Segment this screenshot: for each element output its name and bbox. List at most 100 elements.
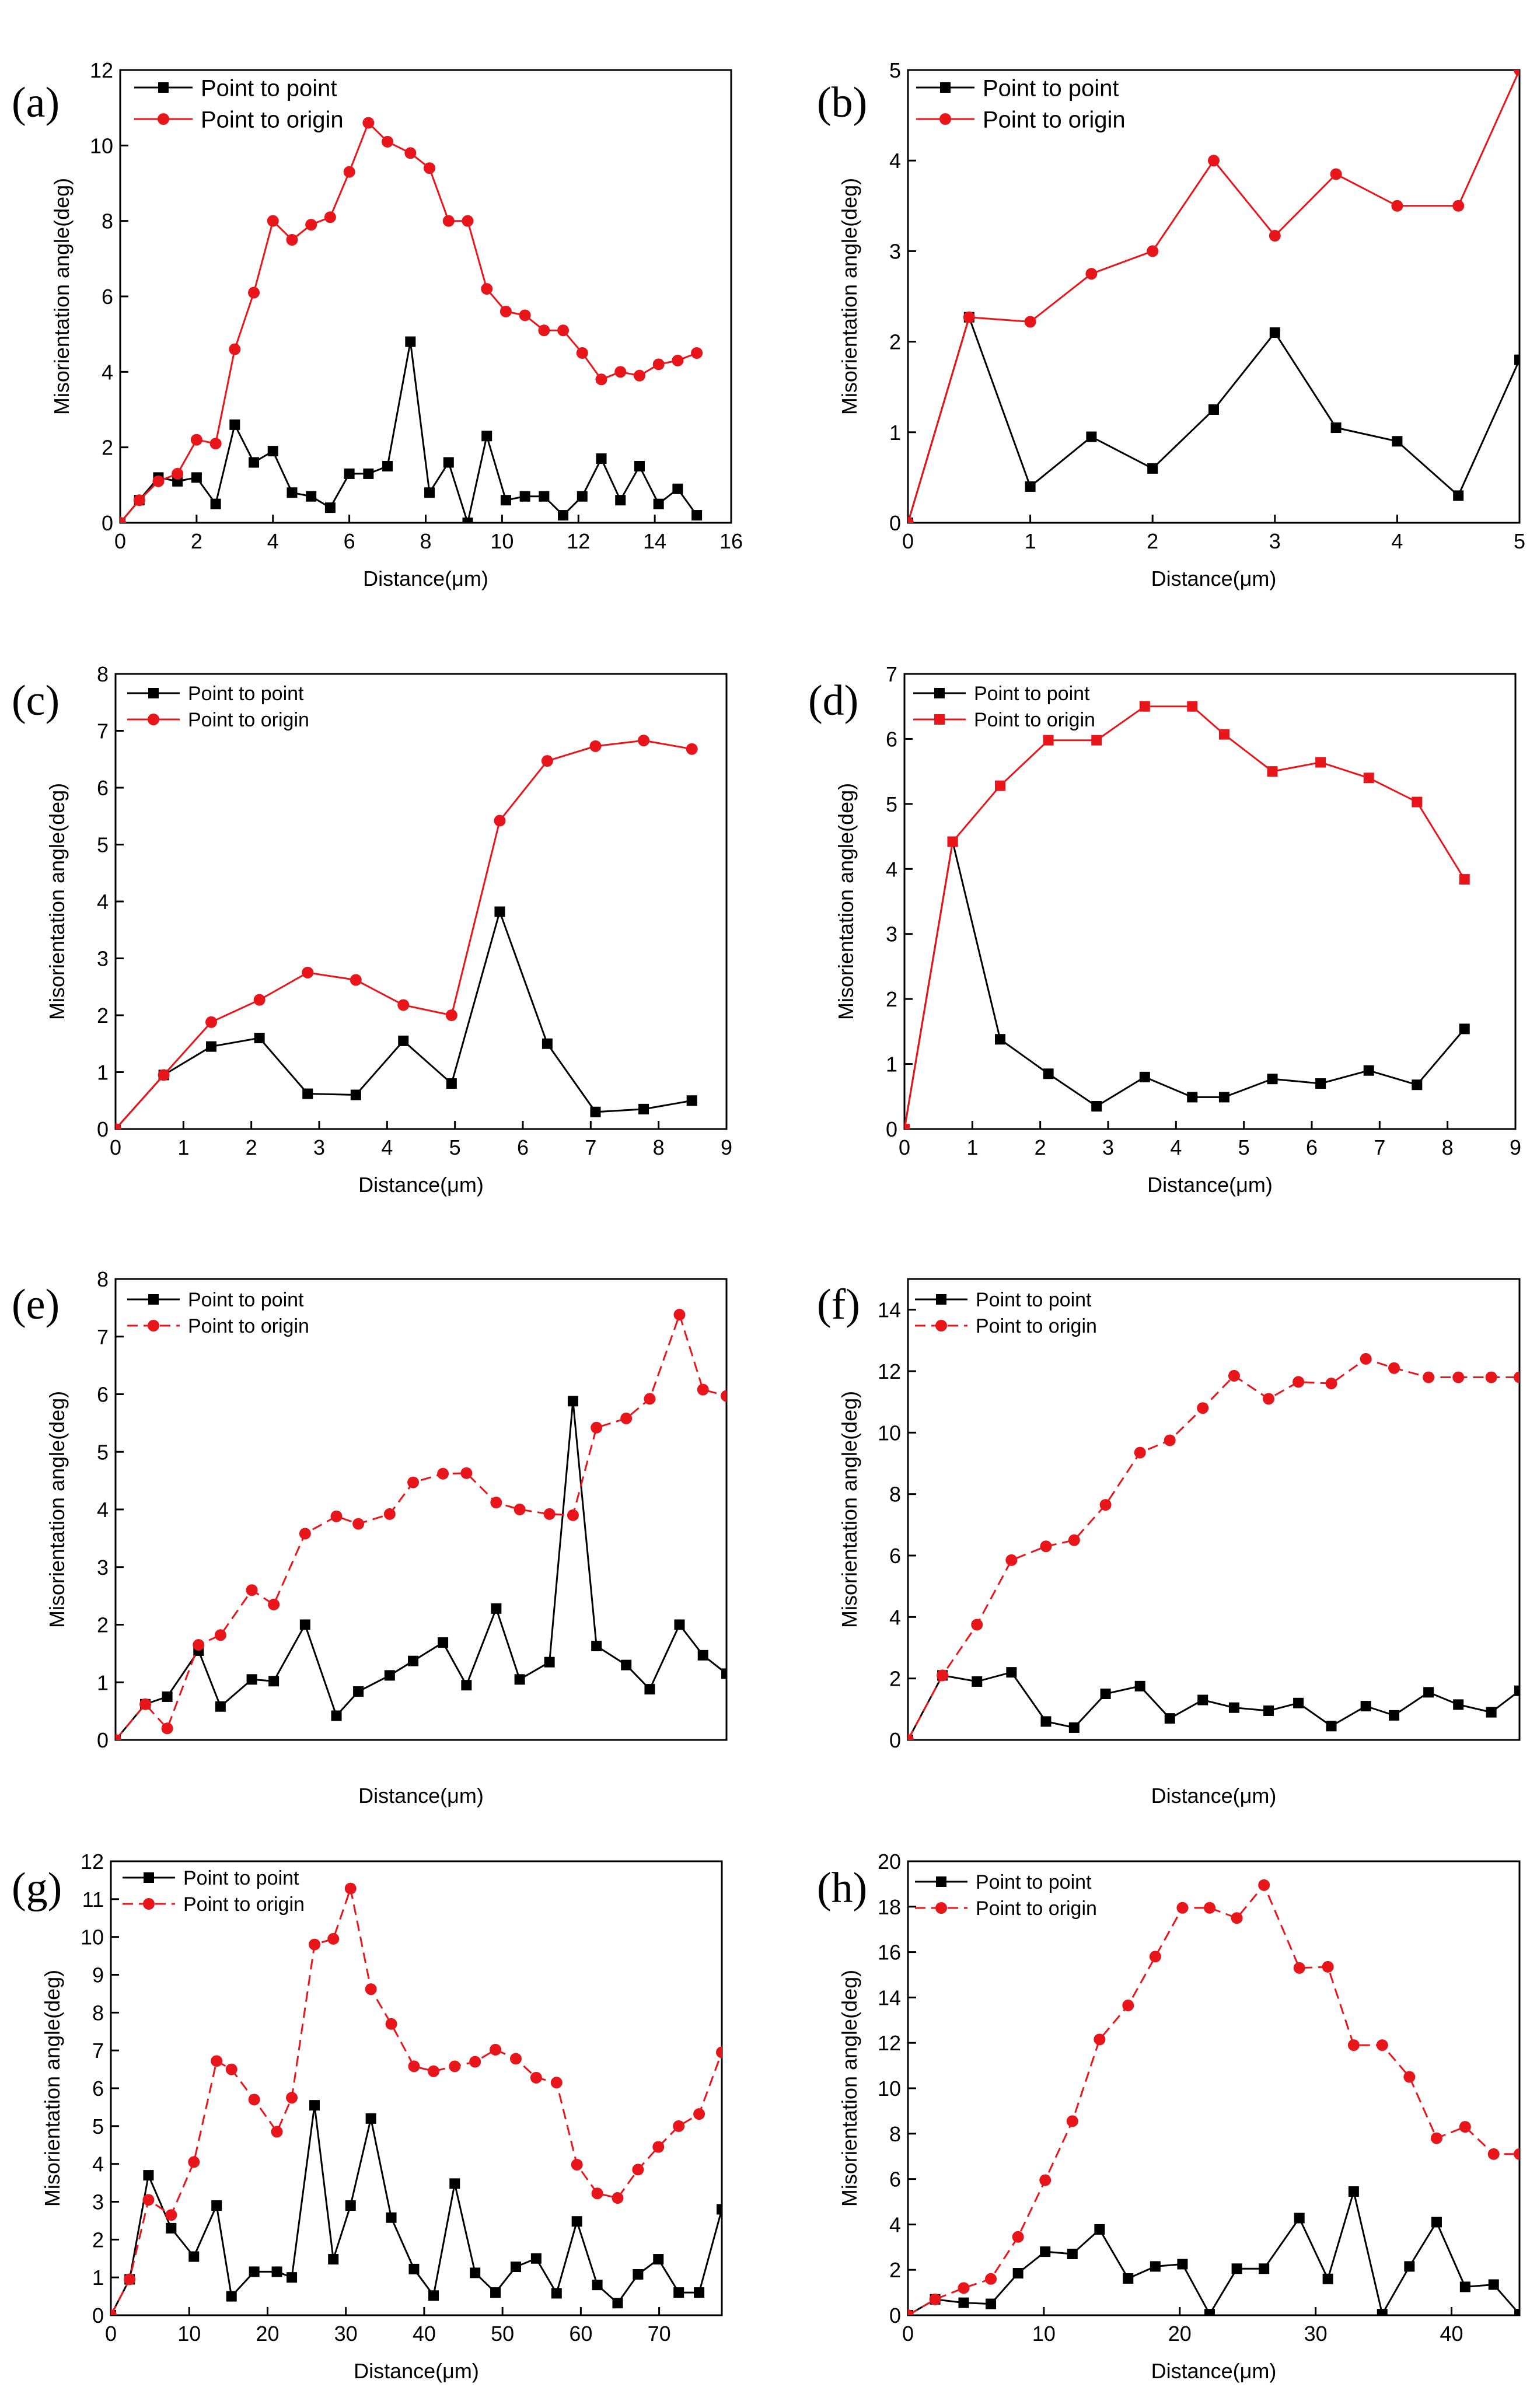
chart-panel-a: (a) 0 2 4 6 8 10 12 0 2 4 6 8 10 12 14 16 Distance(μm) Mis… [12,58,743,590]
data-point [1123,2273,1134,2284]
x-tick-label: 20 [1168,2322,1192,2346]
y-tick-label: 0 [97,1728,109,1752]
x-tick-label: 12 [567,529,590,553]
y-axis-title: Misorientation angle(deg) [45,783,69,1020]
data-point [491,1603,502,1614]
data-point [460,1467,473,1479]
plot-frame [907,1278,1521,1741]
y-tick-label: 2 [889,330,901,354]
data-point [449,2178,460,2189]
data-point [1412,796,1423,808]
y-tick-label: 2 [889,1667,901,1691]
data-point [253,994,266,1006]
y-tick-label: 2 [886,987,897,1011]
y-tick-label: 8 [97,662,109,686]
x-tick-label: 1 [177,1135,189,1159]
x-tick-label: 6 [1306,1135,1318,1159]
data-point [514,1674,525,1685]
data-point [229,419,240,430]
y-tick-label: 4 [889,1605,901,1629]
data-point [971,1619,983,1631]
data-point [673,2287,684,2298]
y-tick-label: 2 [102,436,113,460]
x-tick-label: 0 [105,2322,117,2346]
y-tick-label: 0 [97,1117,109,1141]
data-point [350,1089,361,1100]
data-point [1514,2309,1519,2315]
data-point [267,215,279,227]
legend-label: Point to origin [976,1315,1097,1337]
x-tick-label: 5 [1238,1135,1250,1159]
series-line-point-to-origin [111,1885,722,2315]
legend-label: Point to point [976,1871,1092,1893]
data-point [638,1103,649,1114]
x-tick-label: 0 [902,529,914,553]
data-point [1091,1101,1102,1112]
data-point [1177,2259,1188,2270]
data-point [721,1390,726,1402]
data-point [299,1528,311,1540]
panel-label: (e) [12,1281,60,1329]
data-point [1228,1702,1239,1713]
panel-label: (c) [12,677,60,725]
data-point [1459,874,1470,885]
data-point [211,2055,223,2067]
legend-marker [144,1872,154,1883]
data-point [143,2170,154,2181]
y-tick-label: 1 [886,1053,897,1077]
legend-label: Point to point [188,683,304,705]
y-axis-title: Misorientation angle(deg) [50,178,74,415]
data-point [908,1734,914,1740]
y-tick-label: 5 [97,1440,109,1464]
data-point [1294,2213,1305,2224]
y-tick-label: 6 [889,1544,901,1568]
data-point [383,1508,396,1520]
data-point [470,2267,481,2278]
series-group [908,1879,1519,2315]
legend-label: Point to origin [188,1315,309,1337]
data-point [1293,1962,1305,1974]
data-point [449,2060,461,2073]
data-point [162,1691,173,1702]
data-point [591,1641,602,1652]
data-point [986,2298,997,2309]
data-point [1187,701,1198,712]
data-point [693,2108,705,2120]
data-point [1025,481,1036,492]
data-point [721,1668,726,1679]
data-point [353,1686,364,1697]
data-point [1267,1074,1278,1085]
y-tick-label: 1 [97,1061,109,1085]
data-point [386,2212,397,2223]
data-point [1176,1902,1189,1914]
x-tick-label: 0 [899,1135,910,1159]
data-point [576,347,588,359]
data-point [550,2077,563,2089]
y-axis-title: Misorientation angle(deg) [837,178,861,415]
data-point [397,999,410,1011]
x-axis-title: Distance(μm) [1151,2359,1277,2383]
data-point [1326,1721,1337,1732]
series-line-point-to-origin [908,1358,1519,1740]
data-point [716,2046,722,2058]
y-tick-label: 6 [97,1383,109,1407]
data-point [589,740,602,752]
y-tick-label: 2 [97,1613,109,1637]
x-axis-title: Distance(μm) [358,1173,484,1197]
y-tick-label: 1 [97,1670,109,1694]
panel-label: (h) [817,1864,867,1912]
y-tick-label: 3 [92,2190,104,2214]
series-line-point-to-origin [908,1883,1519,2315]
y-tick-label: 10 [878,2077,901,2101]
y-tick-label: 8 [102,209,113,233]
data-point [1423,1371,1435,1383]
y-tick-label: 4 [102,360,113,384]
x-tick-label: 8 [1442,1135,1454,1159]
y-tick-label: 0 [889,1728,901,1752]
x-tick-label: 9 [721,1135,732,1159]
data-point [615,495,626,506]
data-point [324,211,336,223]
data-point [1430,2132,1442,2144]
x-tick-label: 2 [1035,1135,1046,1159]
series-group [120,117,703,523]
